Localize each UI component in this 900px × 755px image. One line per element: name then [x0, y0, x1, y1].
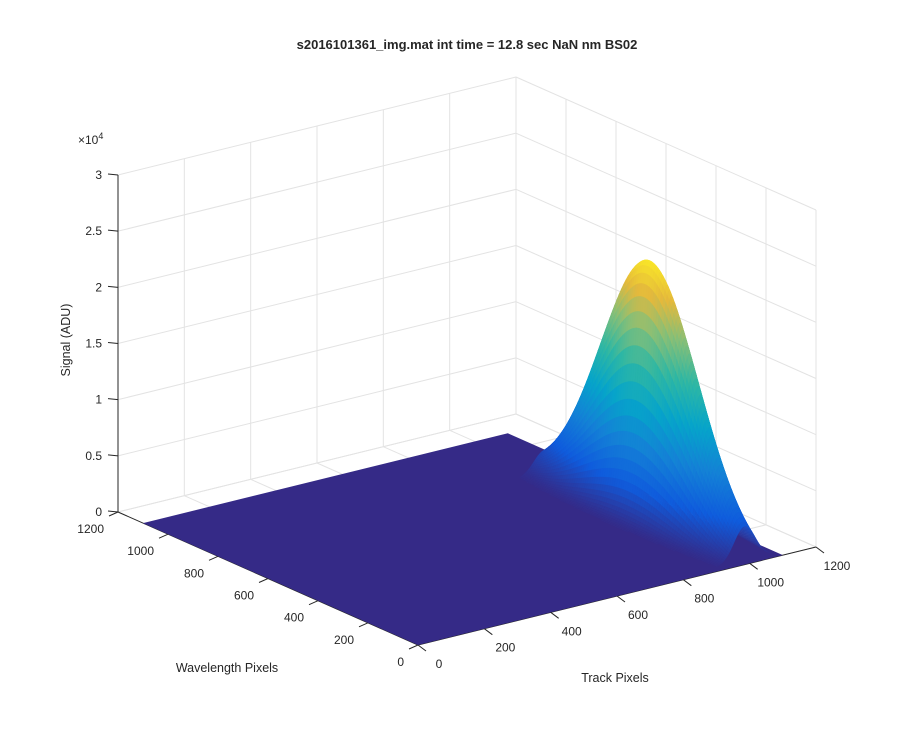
surface-patch [654, 542, 660, 545]
z-tick-label: 1.5 [85, 337, 102, 351]
x-tick-mark [683, 579, 692, 587]
z-tick-mark [107, 173, 119, 176]
z-exponent-base: ×10 [78, 133, 99, 147]
x-tick-mark [616, 595, 626, 603]
x-tick-label: 0 [436, 657, 443, 671]
x-axis-label: Track Pixels [581, 671, 649, 685]
y-tick-label: 600 [234, 589, 254, 603]
y-tick-label: 200 [334, 633, 354, 647]
tick-layer: 0200400600800100012000200400600800100012… [77, 168, 850, 671]
x-tick-mark [815, 546, 825, 554]
x-tick-label: 200 [495, 641, 515, 655]
z-tick-mark [107, 342, 119, 344]
y-tick-mark [258, 578, 269, 583]
wall-grid-line [515, 132, 817, 267]
z-tick-label: 1 [95, 393, 102, 407]
surface-patch [706, 562, 711, 565]
z-axis-label: Signal (ADU) [59, 304, 73, 377]
z-exponent: ×104 [78, 131, 103, 147]
z-tick-label: 2.5 [85, 224, 102, 238]
y-tick-label: 1200 [77, 522, 104, 536]
x-tick-label: 1200 [824, 559, 851, 573]
wall-grid-line [117, 245, 517, 344]
z-tick-label: 0 [95, 505, 102, 519]
wall-grid-line [117, 301, 517, 401]
wall-grid-line [117, 76, 517, 176]
surface-patch [714, 564, 719, 567]
y-tick-mark [158, 533, 169, 539]
x-tick-mark [417, 644, 427, 652]
y-tick-label: 400 [284, 611, 304, 625]
z-exponent-power: 4 [98, 131, 103, 141]
z-tick-label: 2 [95, 280, 102, 294]
x-tick-label: 400 [562, 624, 582, 638]
z-tick-mark [107, 510, 119, 513]
x-tick-mark [749, 562, 758, 570]
z-tick-label: 0.5 [85, 449, 102, 463]
y-axis-label: Wavelength Pixels [176, 661, 278, 675]
z-tick-mark [107, 285, 119, 288]
wall-grid-line [117, 188, 517, 288]
surface-patch [671, 549, 677, 552]
surface-patch [696, 558, 701, 561]
x-tick-mark [484, 628, 493, 636]
x-tick-label: 800 [694, 592, 714, 606]
y-tick-mark [108, 511, 119, 517]
surface-patch [686, 554, 691, 558]
wall-grid-line [117, 413, 517, 513]
surface-patch [624, 530, 630, 533]
y-tick-mark [408, 644, 419, 650]
x-tick-mark [550, 611, 559, 619]
y-tick-label: 800 [184, 566, 204, 580]
y-tick-mark [208, 555, 219, 561]
y-tick-label: 0 [397, 655, 404, 669]
wall-grid-line [117, 132, 517, 232]
x-tick-label: 1000 [757, 575, 784, 589]
wall-grid-line [515, 76, 817, 211]
wall-grid-line [515, 188, 817, 323]
chart-title: s2016101361_img.mat int time = 12.8 sec … [297, 37, 638, 52]
wall-grid-line [117, 357, 517, 457]
z-tick-mark [107, 398, 119, 401]
z-tick-mark [107, 229, 119, 232]
x-tick-label: 600 [628, 608, 648, 622]
y-tick-label: 1000 [127, 544, 154, 558]
z-tick-label: 3 [95, 168, 102, 182]
z-tick-mark [107, 454, 119, 457]
surface-layer [143, 259, 783, 645]
y-tick-mark [308, 600, 319, 606]
y-tick-mark [358, 622, 369, 628]
